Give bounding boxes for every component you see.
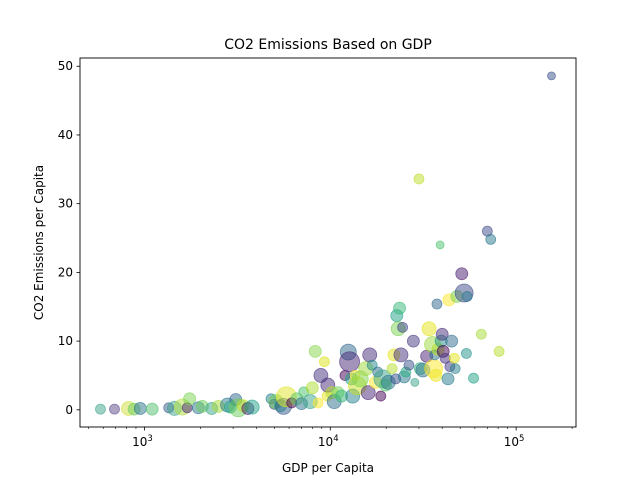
- chart-title: CO2 Emissions Based on GDP: [224, 37, 432, 53]
- scatter-point: [145, 402, 159, 416]
- scatter-point: [475, 328, 487, 340]
- y-axis-label: CO2 Emissions per Capita: [32, 165, 46, 320]
- scatter-point: [455, 267, 469, 281]
- scatter-point: [485, 234, 497, 245]
- scatter-point: [183, 392, 197, 406]
- scatter-point: [429, 369, 443, 382]
- y-tick-label: 20: [58, 265, 73, 279]
- scatter-point: [95, 403, 106, 415]
- scatter-point: [448, 352, 460, 364]
- scatter-point: [445, 334, 459, 348]
- y-tick-label: 30: [58, 197, 73, 211]
- scatter-point: [547, 71, 556, 81]
- scatter-point: [431, 298, 443, 310]
- scatter-point: [319, 356, 330, 368]
- y-tick-label: 10: [58, 334, 73, 348]
- scatter-point: [308, 345, 322, 358]
- scatter-point: [312, 397, 324, 409]
- scatter-point: [362, 347, 378, 363]
- scatter-point: [403, 359, 415, 371]
- scatter-point: [413, 173, 425, 185]
- scatter-point: [421, 321, 437, 337]
- scatter-point: [460, 348, 472, 359]
- scatter-point: [461, 291, 473, 302]
- scatter-point: [109, 403, 120, 415]
- scatter-point: [441, 372, 455, 386]
- scatter-point: [410, 377, 420, 387]
- scatter-point: [244, 399, 260, 415]
- markers-layer: [95, 71, 556, 418]
- x-axis-label: GDP per Capita: [282, 461, 374, 475]
- plot-frame: [79, 57, 577, 428]
- scatter-point: [435, 240, 445, 250]
- scatter-point: [449, 363, 461, 374]
- scatter-point: [393, 347, 409, 363]
- scatter-point: [493, 346, 505, 357]
- scatter-point: [386, 363, 398, 374]
- scatter-point: [133, 402, 147, 415]
- y-tick-label: 40: [58, 128, 73, 142]
- scatter-point: [468, 372, 479, 384]
- y-tick-label: 0: [65, 403, 73, 417]
- scatter-point: [360, 385, 376, 401]
- y-tick-label: 50: [58, 59, 73, 73]
- scatter-point: [339, 351, 360, 373]
- scatter-point: [397, 321, 409, 333]
- scatter-point: [305, 381, 319, 395]
- scatter-point: [435, 327, 449, 341]
- scatter-point: [375, 390, 387, 402]
- scatter-point: [406, 334, 420, 348]
- scatter-point: [393, 301, 406, 315]
